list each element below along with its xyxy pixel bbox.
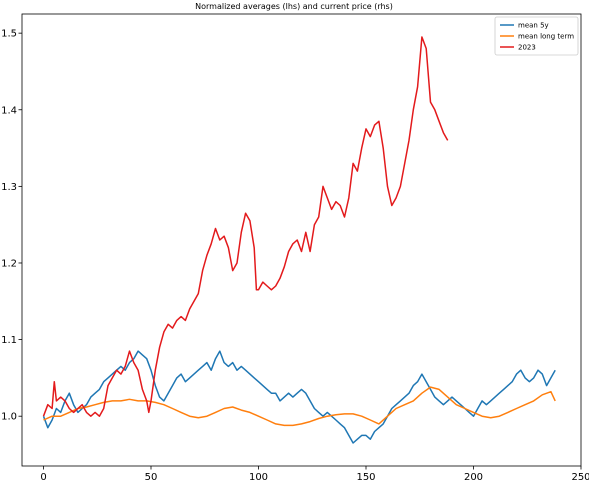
chart-title: Normalized averages (lhs) and current pr…: [195, 2, 393, 11]
y-tick-label: 1.1: [1, 335, 17, 346]
axes: 0 50 100 150 200 250 1.0 1.1 1.2 1.3 1.4 1.5: [1, 13, 589, 483]
legend: mean 5y mean long term 2023: [494, 16, 579, 56]
legend-box: [494, 16, 579, 56]
axes-frame: [21, 13, 582, 467]
series-line-2: [42, 36, 449, 417]
y-tick-label: 1.0: [1, 412, 17, 423]
series-line-0: [42, 350, 556, 444]
series-line-1: [43, 386, 556, 427]
y-tick-label: 1.5: [1, 29, 17, 40]
x-tick-label: 0: [40, 472, 46, 483]
legend-label-0: mean 5y: [518, 22, 549, 30]
x-tick-label: 200: [464, 472, 483, 483]
y-tick-label: 1.4: [1, 105, 17, 116]
x-tick-label: 100: [249, 472, 268, 483]
x-tick-label: 250: [571, 472, 589, 483]
plot-area: [42, 36, 556, 444]
x-tick-label: 150: [356, 472, 375, 483]
legend-label-2: 2023: [518, 44, 536, 52]
y-tick-label: 1.3: [1, 182, 17, 193]
x-tick-label: 50: [145, 472, 158, 483]
legend-label-1: mean long term: [518, 33, 574, 41]
y-tick-label: 1.2: [1, 258, 17, 269]
